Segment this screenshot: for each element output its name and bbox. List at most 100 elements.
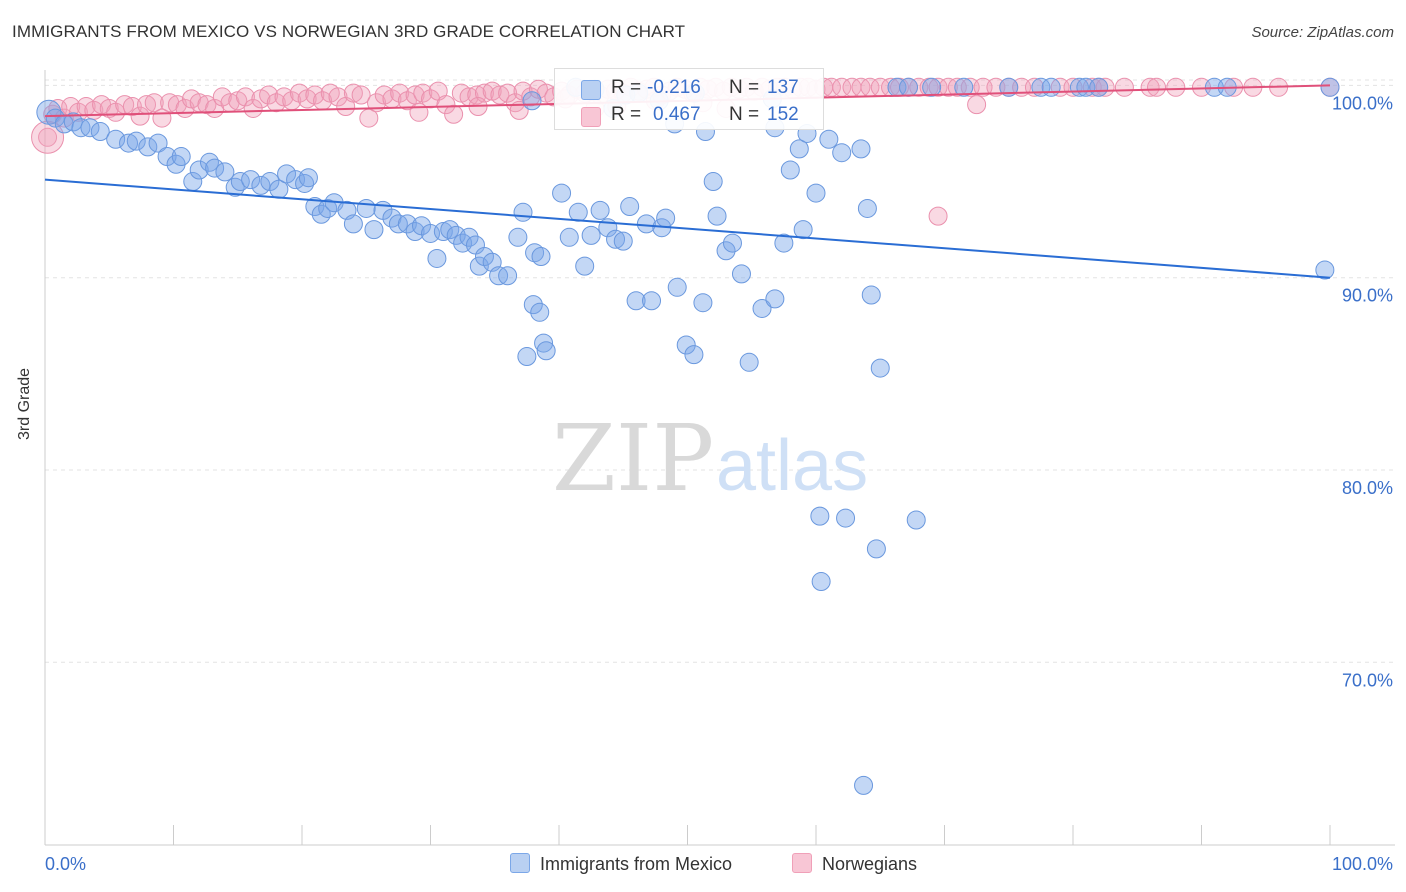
y-tick-label: 100.0%	[1332, 93, 1393, 113]
norwegian-point	[212, 87, 232, 107]
mexico-point	[590, 200, 610, 220]
mexico-point	[731, 264, 751, 284]
mexico-point	[667, 277, 687, 297]
mexico-point	[119, 133, 139, 153]
mexico-point	[722, 233, 742, 253]
mexico-point	[866, 539, 886, 559]
mexico-point	[575, 256, 595, 276]
norwegian-point	[259, 85, 279, 105]
mexico-point	[780, 160, 800, 180]
mexico-point	[819, 129, 839, 149]
norwegian-point	[31, 120, 65, 154]
legend-swatch-mexico	[581, 80, 601, 100]
x-tick-labels: 0.0% 100.0%	[45, 854, 1393, 874]
axes	[44, 70, 1395, 846]
mexico-point	[364, 220, 384, 240]
mexico-point	[397, 214, 417, 234]
mexico-point	[707, 206, 727, 226]
mexico-point	[189, 160, 209, 180]
stats-legend: R = -0.216 N = 137 R = 0.467 N = 152	[554, 68, 824, 130]
norwegian-point	[498, 83, 518, 103]
mexico-point	[433, 222, 453, 242]
mexico-point	[1320, 77, 1340, 97]
mexico-point	[536, 341, 556, 361]
y-tick-label: 90.0%	[1342, 286, 1393, 306]
legend-r-value-norwegians: 0.467	[653, 104, 701, 125]
mexico-point	[954, 77, 974, 97]
mexico-point	[626, 291, 646, 311]
mexico-point	[620, 197, 640, 217]
norwegian-point	[413, 83, 433, 103]
y-tick-label: 80.0%	[1342, 478, 1393, 498]
norwegian-point	[928, 206, 948, 226]
mexico-point	[1089, 77, 1109, 97]
norwegian-point	[144, 93, 164, 113]
bottom-legend-label-norwegians: Norwegians	[822, 854, 918, 874]
mexico-point	[581, 225, 601, 245]
norwegian-point	[343, 83, 363, 103]
legend-r-value-mexico: -0.216	[647, 77, 701, 98]
legend-swatch-norwegians	[581, 107, 601, 127]
legend-n-value-norwegians: 152	[767, 104, 799, 125]
mexico-point	[552, 183, 572, 203]
bottom-legend-norwegians: Norwegians	[792, 853, 917, 875]
mexico-point	[474, 247, 494, 267]
source-label: Source: ZipAtlas.com	[1251, 24, 1394, 41]
mexico-point	[45, 108, 65, 128]
norwegian-point	[397, 91, 417, 111]
mexico-point	[922, 77, 942, 97]
mexico-point	[851, 139, 871, 159]
chart-title: IMMIGRANTS FROM MEXICO VS NORWEGIAN 3RD …	[12, 22, 686, 41]
y-tick-label: 70.0%	[1342, 670, 1393, 690]
norwegian-point	[305, 85, 325, 105]
mexico-point	[459, 227, 479, 247]
mexico-point	[1315, 260, 1335, 280]
mexico-point	[298, 168, 318, 188]
norwegian-point	[967, 95, 987, 115]
norwegian-point	[68, 102, 88, 122]
watermark: ZIP atlas	[552, 405, 868, 512]
mexico-point	[642, 291, 662, 311]
norwegian-point	[235, 87, 255, 107]
mexico-point	[215, 162, 235, 182]
mexico-point	[854, 775, 874, 795]
mexico-point	[899, 77, 919, 97]
norwegian-point	[490, 85, 510, 105]
mexico-point	[559, 227, 579, 247]
mexico-point	[241, 170, 261, 190]
y-tick-labels: 70.0% 80.0% 90.0% 100.0%	[1332, 93, 1393, 690]
mexico-point	[277, 164, 297, 184]
mexico-point	[80, 118, 100, 138]
mexico-point	[765, 289, 785, 309]
grid-lines	[45, 79, 1395, 663]
norwegian-point	[38, 127, 58, 147]
mexico-point	[752, 298, 772, 318]
mexico-point	[295, 173, 315, 193]
mexico-point	[63, 112, 83, 132]
mexico-point	[676, 335, 696, 355]
mexico-point	[205, 158, 225, 178]
mexico-point	[508, 227, 528, 247]
mexico-point	[906, 510, 926, 530]
mexico-point	[806, 183, 826, 203]
mexico-point	[427, 248, 447, 268]
mexico-point	[857, 198, 877, 218]
norwegian-point	[1147, 77, 1167, 97]
mexico-point	[774, 233, 794, 253]
norwegian-point	[266, 93, 286, 113]
mexico-point	[513, 202, 533, 222]
legend-n-value-mexico: 137	[767, 77, 799, 98]
norwegian-point	[928, 77, 948, 97]
mexico-point	[832, 143, 852, 163]
bottom-legend-label-mexico: Immigrants from Mexico	[540, 854, 733, 874]
norwegian-point	[289, 83, 309, 103]
norwegian-point	[444, 104, 464, 124]
mexico-point	[810, 506, 830, 526]
mexico-point	[90, 122, 110, 142]
bottom-legend-swatch-norwegians	[792, 853, 812, 873]
mexico-point	[606, 229, 626, 249]
mexico-point	[789, 139, 809, 159]
mexico-point	[793, 220, 813, 240]
mexico-point	[531, 247, 551, 267]
norwegian-point	[390, 83, 410, 103]
